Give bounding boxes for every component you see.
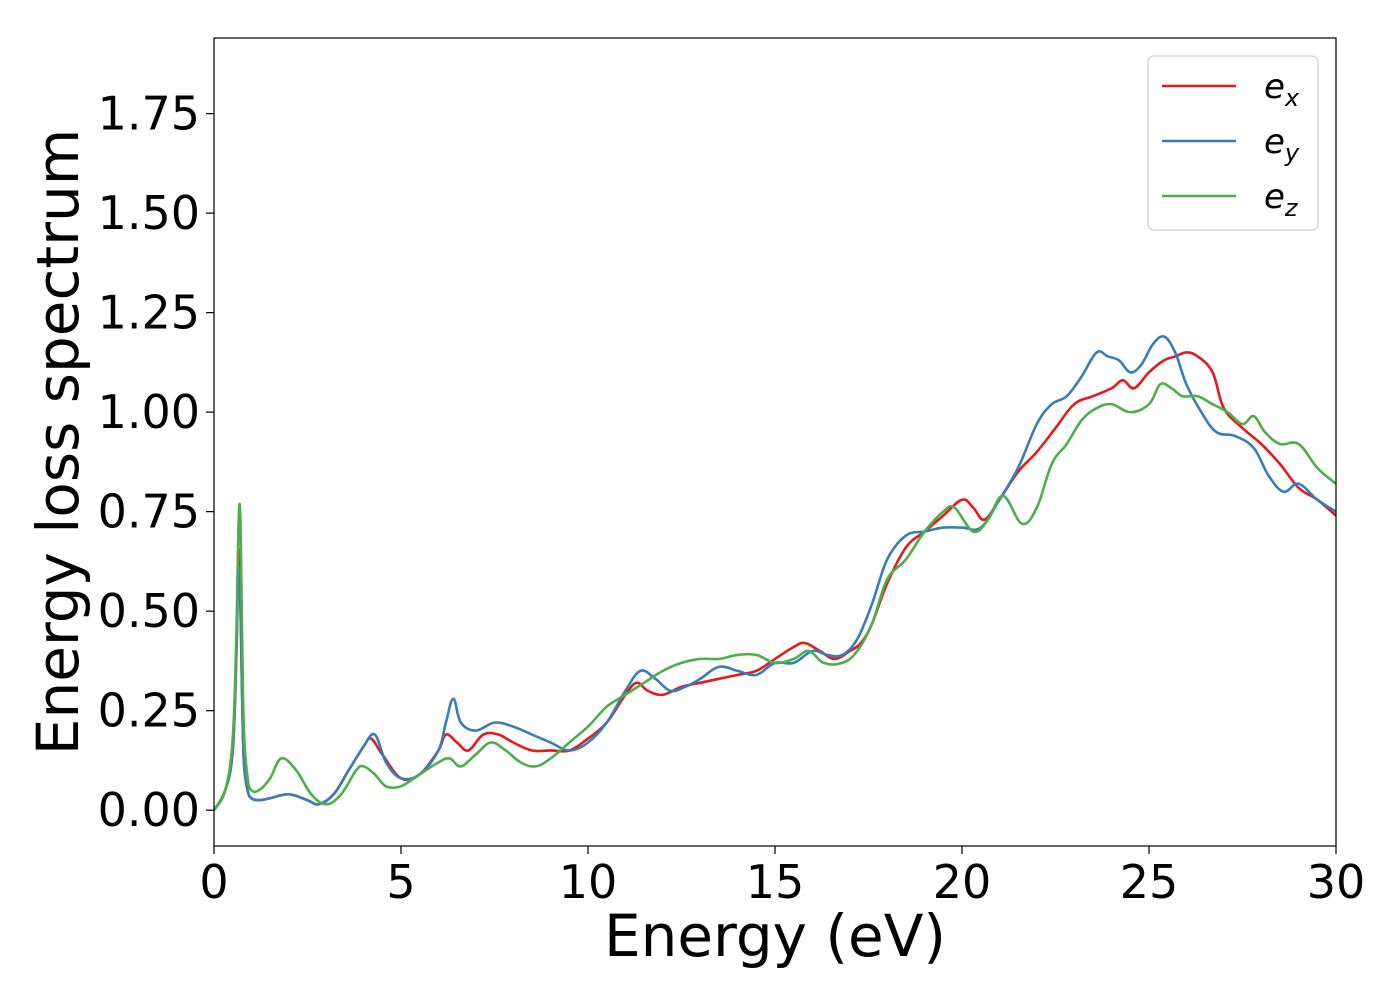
y-tick-label: 0.75 [98, 485, 200, 539]
x-tick-label: 5 [386, 855, 415, 909]
y-tick-label: 1.75 [98, 87, 200, 141]
x-axis-label: Energy (eV) [604, 902, 946, 970]
x-tick-label: 15 [746, 855, 805, 909]
x-tick-label: 0 [199, 855, 228, 909]
y-axis: 0.00 0.25 0.50 0.75 1.00 1.25 1.50 1.75 [98, 87, 214, 837]
legend-label-y: ey [1264, 122, 1300, 167]
x-tick-label: 30 [1307, 855, 1366, 909]
legend-box [1147, 55, 1319, 231]
x-tick-label: 25 [1120, 855, 1179, 909]
y-axis-label: Energy loss spectrum [24, 129, 92, 755]
y-tick-label: 1.50 [98, 186, 200, 240]
series-line-z [214, 382, 1336, 811]
plot-lines [214, 334, 1336, 811]
x-axis: 0 5 10 15 20 25 30 [199, 846, 1365, 909]
legend: ex ey ez [1147, 55, 1319, 231]
x-tick-label: 10 [559, 855, 618, 909]
series-line-y [214, 334, 1336, 811]
y-tick-label: 1.25 [98, 286, 200, 340]
legend-label-z: ez [1264, 177, 1299, 222]
y-tick-label: 0.25 [98, 684, 200, 738]
x-tick-label: 20 [933, 855, 992, 909]
series-line-x [214, 351, 1336, 811]
legend-label-x: ex [1264, 67, 1300, 112]
y-tick-label: 0.50 [98, 584, 200, 638]
y-tick-label: 0.00 [98, 783, 200, 837]
y-tick-label: 1.00 [98, 385, 200, 439]
